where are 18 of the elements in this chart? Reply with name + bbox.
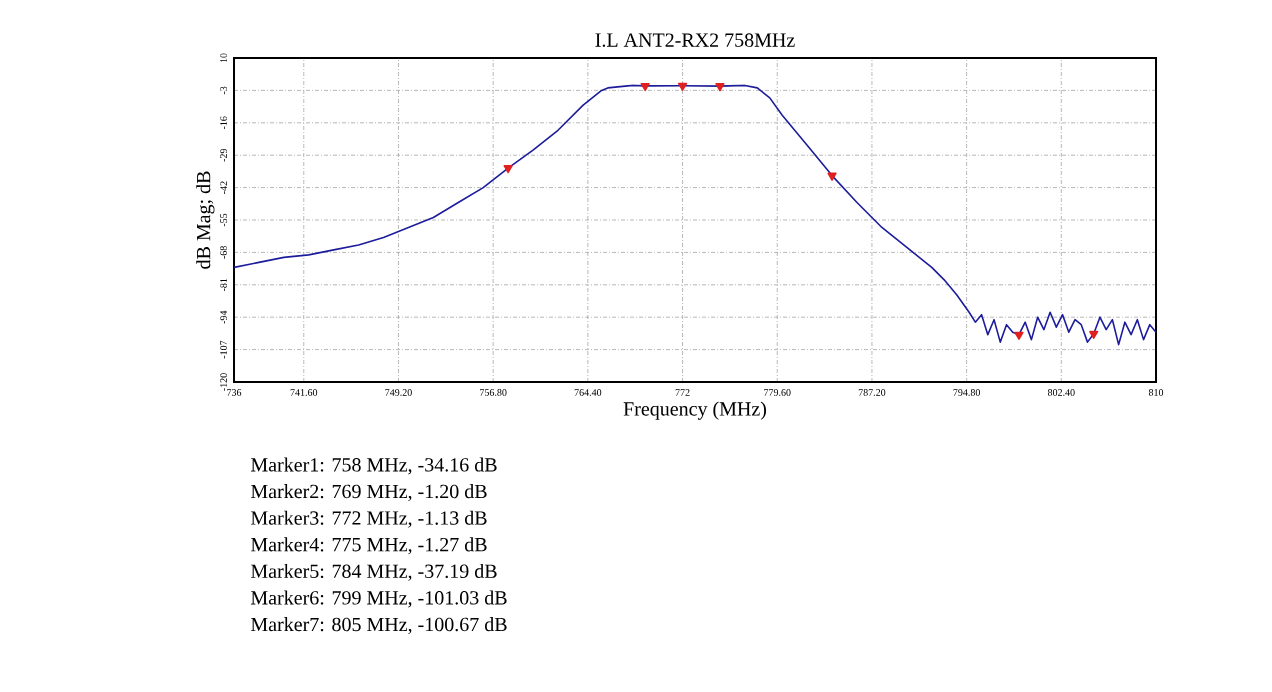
line-series [234, 84, 1157, 346]
point [715, 83, 725, 92]
point [677, 82, 688, 91]
point [827, 172, 837, 181]
point [1014, 331, 1024, 340]
text: Marker1: 758 MHz, -34.16 dB [250, 457, 497, 475]
point [503, 165, 513, 174]
text: Marker5: 784 MHz, -37.19 dB [250, 563, 497, 581]
chart-title: I.L ANT2-RX2 758MHz [595, 33, 795, 47]
text: Marker4: 775 MHz, -1.27 dB [250, 537, 487, 555]
point [1089, 330, 1099, 340]
text: Marker3: 772 MHz, -1.13 dB [250, 510, 487, 528]
text: Marker6: 799 MHz, -101.03 dB [250, 590, 507, 608]
text: Marker7: 805 MHz, -100.67 dB [250, 617, 507, 635]
text: Marker2: 769 MHz, -1.20 dB [250, 484, 487, 502]
point [640, 82, 650, 92]
y-axis-title: dB Mag; dB [196, 171, 215, 269]
x-axis-title: Frequency (MHz) [623, 401, 767, 420]
